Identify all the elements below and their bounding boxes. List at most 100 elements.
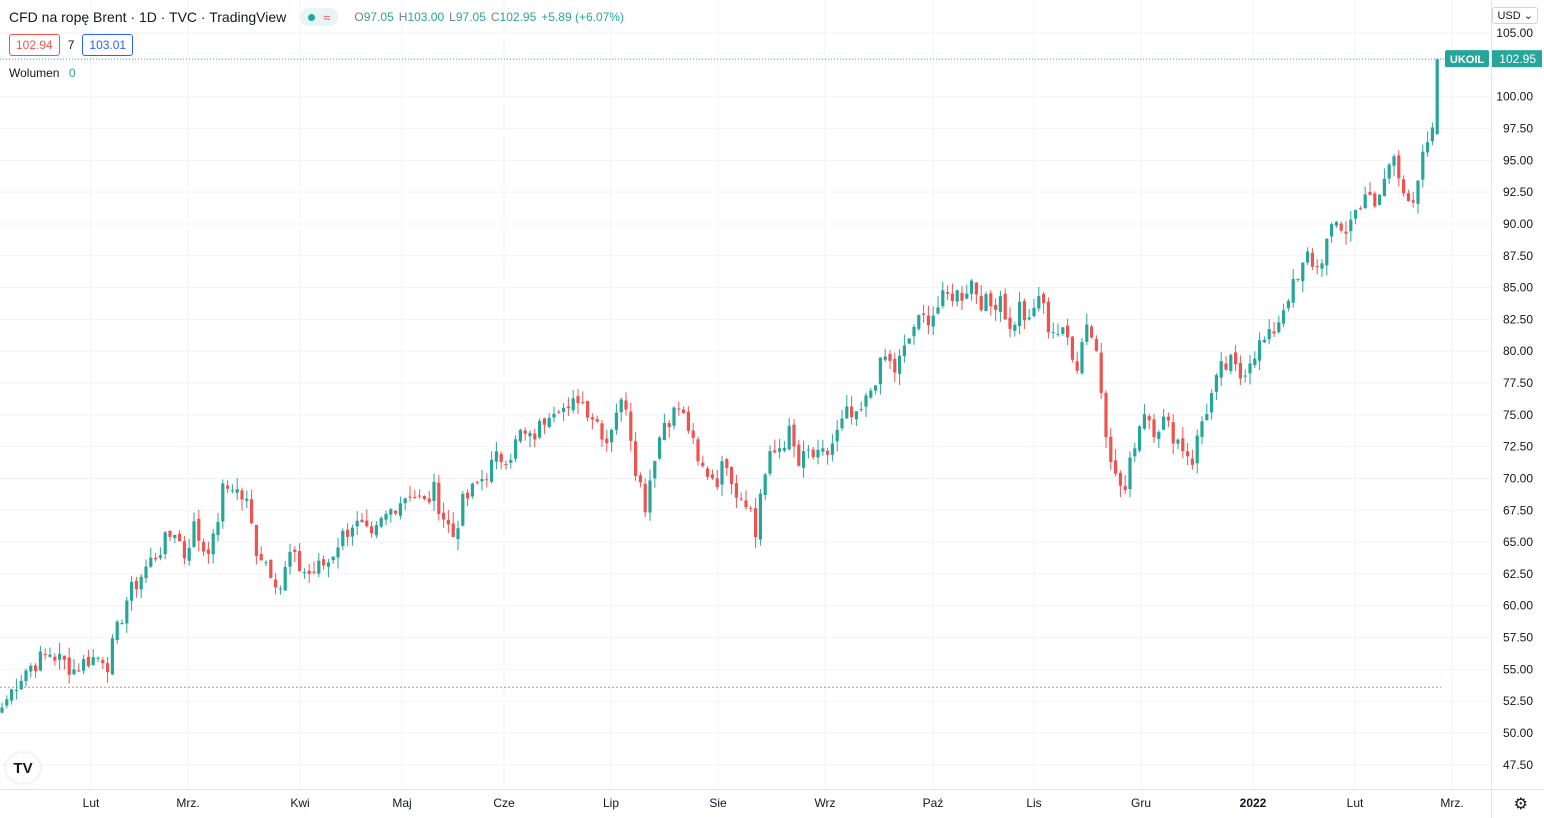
- gear-icon[interactable]: ⚙: [1513, 796, 1528, 813]
- candle-body: [82, 659, 86, 671]
- candle: [269, 559, 273, 579]
- candle-body: [1094, 338, 1098, 352]
- candle-body: [437, 482, 441, 514]
- x-tick-label: 2022: [1240, 796, 1267, 810]
- candle-body: [787, 425, 791, 450]
- candle: [1291, 269, 1295, 308]
- candle-body: [202, 542, 206, 552]
- candle-body: [422, 496, 426, 500]
- candle: [931, 306, 935, 336]
- candle-body: [149, 557, 153, 567]
- candle: [341, 528, 345, 551]
- candle-body: [1138, 426, 1142, 451]
- candle-body: [466, 492, 470, 499]
- candle-body: [470, 483, 474, 497]
- market-open-dot-icon: [308, 13, 316, 21]
- candle: [562, 403, 566, 422]
- candle: [571, 389, 575, 414]
- symbol-title[interactable]: CFD na ropę Brent · 1D · TVC · TradingVi…: [9, 9, 287, 25]
- candle: [365, 509, 369, 528]
- candle: [1219, 352, 1223, 387]
- candle: [778, 438, 782, 459]
- volume-value: 0: [68, 66, 76, 80]
- candle: [230, 484, 234, 494]
- candle-body: [667, 423, 671, 427]
- candle: [24, 668, 28, 687]
- candle-body: [240, 490, 244, 500]
- candle-body: [446, 520, 450, 525]
- candle: [480, 469, 484, 491]
- candle: [134, 576, 138, 598]
- candle: [773, 439, 777, 454]
- candle: [922, 304, 926, 323]
- candle-body: [542, 418, 546, 425]
- candle: [317, 552, 321, 578]
- candle: [1186, 443, 1190, 466]
- y-tick-label: 75.00: [1503, 408, 1533, 422]
- candle-body: [173, 534, 177, 538]
- candle-body: [110, 638, 114, 675]
- candle-body: [917, 314, 921, 329]
- candle: [322, 555, 326, 570]
- candle: [542, 417, 546, 435]
- bid-price-button[interactable]: 102.94: [9, 34, 60, 56]
- candle-body: [312, 571, 316, 573]
- candle-body: [619, 399, 623, 413]
- candle-body: [1349, 219, 1353, 232]
- candle-body: [730, 467, 734, 485]
- candle-body: [1258, 340, 1262, 361]
- candle: [1138, 425, 1142, 453]
- candle-body: [144, 566, 148, 579]
- candle: [624, 392, 628, 416]
- candle: [1253, 351, 1257, 369]
- market-status-indicator[interactable]: ≈: [300, 8, 339, 26]
- candle-body: [62, 655, 66, 660]
- candle-body: [571, 398, 575, 411]
- candle: [413, 489, 417, 500]
- candle: [211, 529, 215, 564]
- candle: [1210, 389, 1214, 420]
- currency-label: USD: [1497, 10, 1521, 22]
- candle: [1118, 470, 1122, 498]
- open-value: 97.05: [363, 10, 394, 24]
- candle-body: [1219, 361, 1223, 378]
- y-tick-label: 85.00: [1503, 281, 1533, 295]
- candle: [226, 480, 230, 493]
- candle: [605, 429, 609, 452]
- candle: [278, 585, 282, 595]
- ask-price-button[interactable]: 103.01: [82, 34, 134, 56]
- candle-body: [994, 304, 998, 310]
- candle: [696, 436, 700, 466]
- candle-body: [38, 651, 42, 671]
- candle: [989, 290, 993, 316]
- candle: [475, 480, 479, 485]
- y-tick-label: 90.00: [1503, 217, 1533, 231]
- candle: [806, 445, 810, 459]
- candle: [1267, 319, 1271, 345]
- candle-body: [562, 407, 566, 412]
- candle: [950, 283, 954, 307]
- volume-legend[interactable]: Wolumen 0: [9, 66, 76, 80]
- candle-body: [773, 450, 777, 453]
- candle: [1258, 332, 1262, 371]
- y-tick-label: 50.00: [1503, 726, 1533, 740]
- candle-body: [77, 670, 81, 672]
- candle: [5, 695, 9, 709]
- candle-body: [739, 498, 743, 500]
- candle-body: [1075, 361, 1079, 371]
- candle-body: [874, 385, 878, 391]
- currency-dropdown[interactable]: USD ⌄: [1492, 7, 1538, 24]
- candle-body: [662, 422, 666, 441]
- candle-body: [523, 430, 527, 434]
- candle: [370, 521, 374, 538]
- candle: [595, 415, 599, 424]
- candle: [907, 338, 911, 345]
- candle-body: [749, 507, 753, 509]
- chart-legend: CFD na ropę Brent · 1D · TVC · TradingVi…: [9, 8, 624, 26]
- x-tick-label: Lut: [1347, 796, 1364, 810]
- tradingview-logo-icon[interactable]: TV: [6, 753, 40, 783]
- candle: [878, 357, 882, 395]
- candle: [187, 538, 191, 566]
- candle-body: [590, 417, 594, 420]
